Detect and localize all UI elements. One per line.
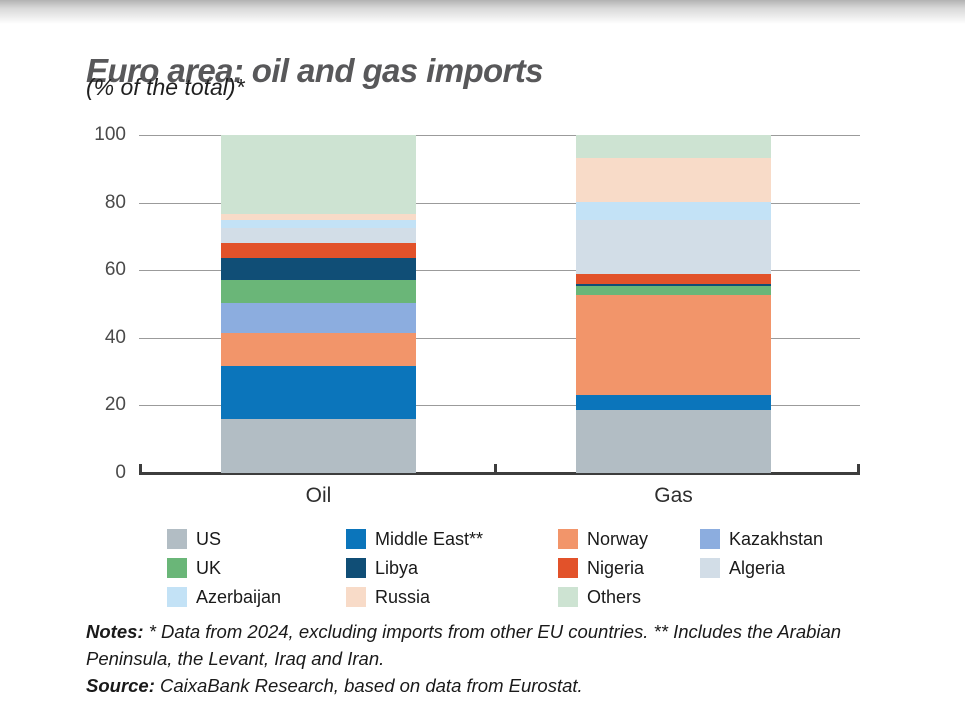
legend-swatch-icon xyxy=(346,558,366,578)
legend-label: Nigeria xyxy=(587,557,645,578)
y-tick-label-20: 20 xyxy=(104,394,126,416)
legend-label: Kazakhstan xyxy=(729,528,824,549)
bar-segment-oil-kazakhstan xyxy=(221,302,416,333)
legend-swatch-icon xyxy=(167,558,187,578)
bar-oil xyxy=(221,135,416,473)
plot-area: Oil Gas xyxy=(139,135,860,507)
bar-segment-gas-nigeria xyxy=(576,274,771,284)
legend-swatch-icon xyxy=(167,587,187,607)
legend-item-azerbaijan: Azerbaijan xyxy=(167,587,346,607)
y-tick-label-80: 80 xyxy=(104,191,126,213)
bar-segment-oil-libya xyxy=(221,258,416,281)
legend-swatch-icon xyxy=(558,558,578,578)
chart-title: Euro area: oil and gas imports xyxy=(86,52,544,90)
notes-block: Notes: * Data from 2024, excluding impor… xyxy=(86,618,902,699)
legend-item-russia: Russia xyxy=(346,587,558,607)
bar-segment-gas-us xyxy=(576,410,771,473)
category-label-oil: Oil xyxy=(305,484,332,507)
legend-item-middleeast: Middle East** xyxy=(346,529,558,549)
bar-segment-gas-libya xyxy=(576,283,771,287)
legend-swatch-icon xyxy=(700,558,720,578)
legend-label: Middle East** xyxy=(375,528,484,549)
bar-segment-oil-others xyxy=(221,135,416,215)
bar-segment-oil-norway xyxy=(221,332,416,366)
legend-label: Libya xyxy=(375,557,419,578)
legend-swatch-icon xyxy=(558,529,578,549)
gridline-100 xyxy=(139,135,860,136)
y-tick-label-60: 60 xyxy=(104,259,126,281)
y-tick-label-100: 100 xyxy=(94,124,126,145)
legend-label: Others xyxy=(587,586,642,607)
gridline-80 xyxy=(139,202,860,204)
bar-segment-oil-azerbaijan xyxy=(221,220,416,229)
source-label: Source: xyxy=(86,675,155,696)
bar-segment-oil-middleeast xyxy=(221,365,416,419)
chart-legend: US Middle East** Norway Kazakhstan UK Libya Ni… xyxy=(167,529,870,607)
x-axis-tick-middle xyxy=(494,464,497,472)
bar-gas xyxy=(576,135,771,473)
bar-segment-oil-nigeria xyxy=(221,242,416,259)
legend-item-kazakhstan: Kazakhstan xyxy=(700,529,870,549)
legend-swatch-icon xyxy=(558,587,578,607)
legend-swatch-icon xyxy=(346,529,366,549)
legend-swatch-icon xyxy=(700,529,720,549)
y-tick-label-0: 0 xyxy=(115,462,126,483)
gridline-40 xyxy=(139,337,860,339)
notes-text: Notes: * Data from 2024, excluding impor… xyxy=(86,621,842,669)
legend-label: Algeria xyxy=(729,557,786,578)
legend-label: US xyxy=(196,528,222,549)
page-top-shadow xyxy=(0,0,965,24)
bar-segment-oil-algeria xyxy=(221,228,416,243)
bar-segment-gas-uk xyxy=(576,286,771,295)
bar-segment-oil-us xyxy=(221,418,416,473)
legend-label: Azerbaijan xyxy=(196,586,282,607)
x-axis-line xyxy=(139,472,860,475)
gridline-60 xyxy=(139,270,860,272)
bar-segment-gas-others xyxy=(576,135,771,159)
legend-label: UK xyxy=(196,557,222,578)
legend-item-others: Others xyxy=(558,587,700,607)
legend-swatch-icon xyxy=(167,529,187,549)
bar-segment-gas-azerbaijan xyxy=(576,201,771,220)
legend-item-uk: UK xyxy=(167,558,346,578)
legend-label: Russia xyxy=(375,586,431,607)
bar-segment-gas-algeria xyxy=(576,219,771,275)
bar-segment-gas-middleeast xyxy=(576,394,771,411)
legend-swatch-icon xyxy=(346,587,366,607)
chart-subtitle: (% of the total)* xyxy=(86,74,245,100)
notes-label: Notes: xyxy=(86,621,144,642)
bar-segment-gas-norway xyxy=(576,294,771,395)
legend-item-nigeria: Nigeria xyxy=(558,558,700,578)
legend-item-algeria: Algeria xyxy=(700,558,870,578)
x-axis-tick-left xyxy=(139,464,142,472)
x-axis-tick-right xyxy=(857,464,860,472)
category-label-gas: Gas xyxy=(654,484,693,507)
legend-label: Norway xyxy=(587,528,649,549)
source-text: Source: CaixaBank Research, based on dat… xyxy=(86,675,583,696)
bar-segment-oil-uk xyxy=(221,280,416,303)
gridline-20 xyxy=(139,405,860,407)
legend-item-libya: Libya xyxy=(346,558,558,578)
y-tick-label-40: 40 xyxy=(104,326,126,348)
bar-segment-gas-russia xyxy=(576,158,771,202)
bar-segment-oil-russia xyxy=(221,214,416,221)
legend-item-us: US xyxy=(167,529,346,549)
legend-item-norway: Norway xyxy=(558,529,700,549)
